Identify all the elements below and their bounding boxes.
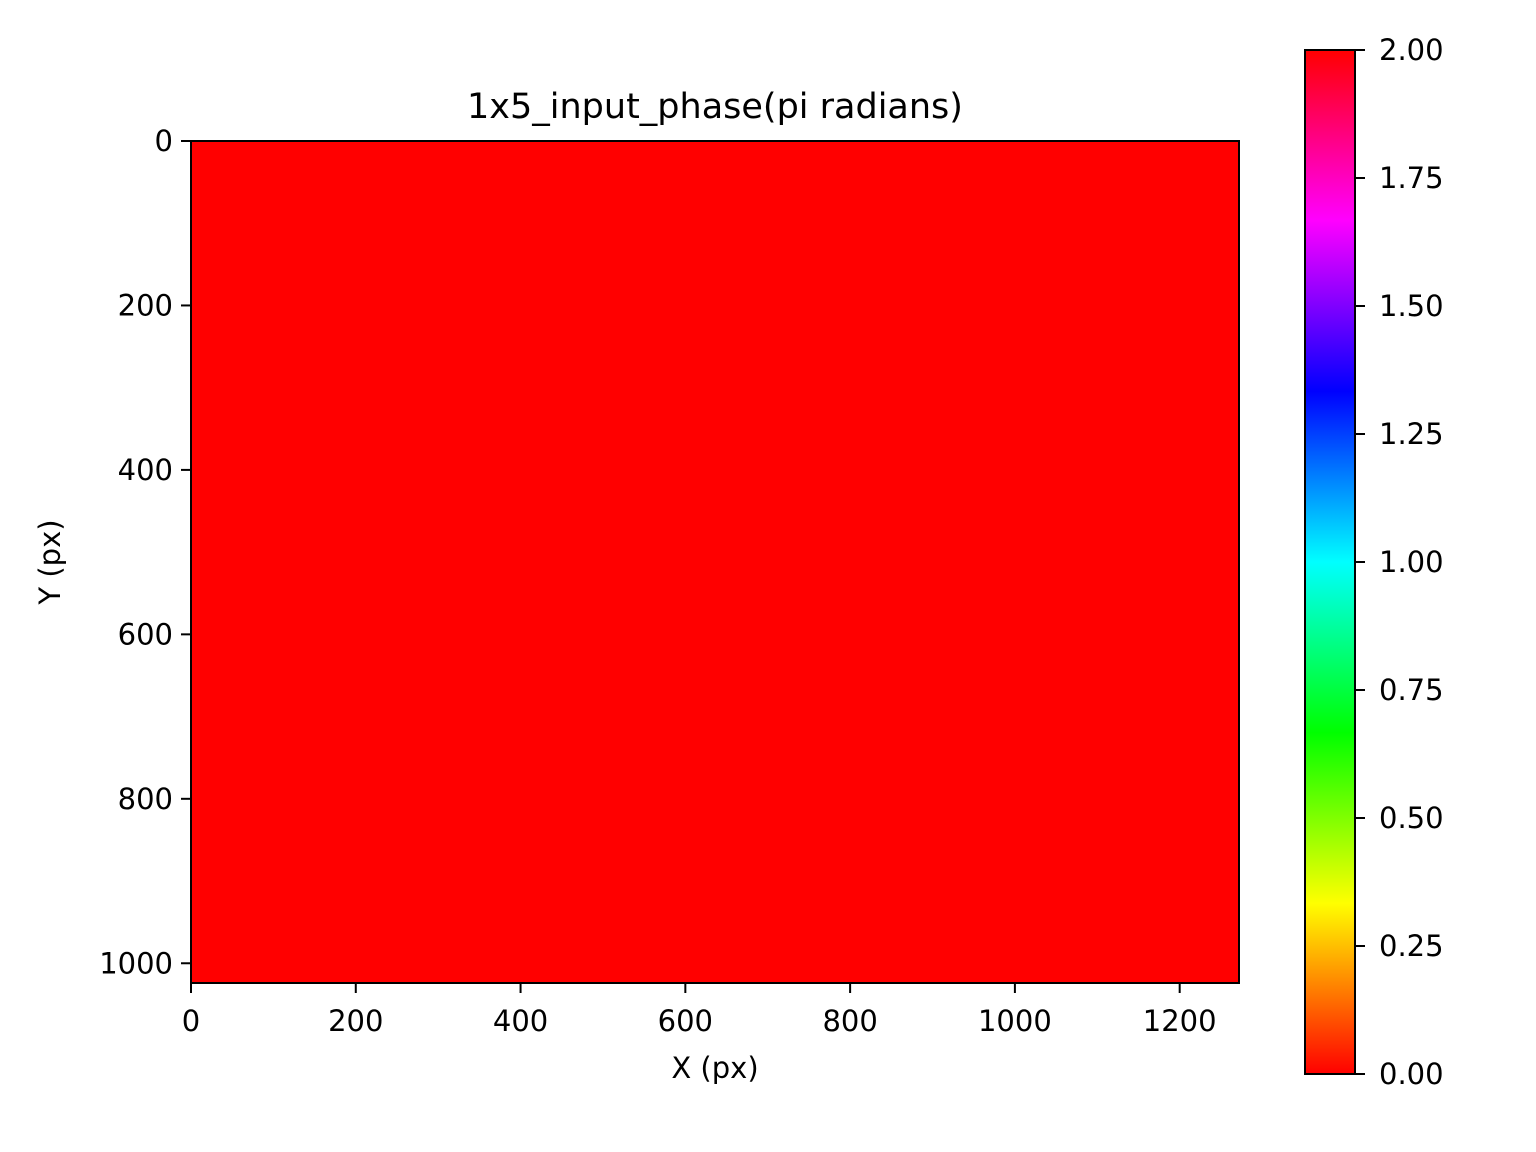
x-axis-label: X (px)	[671, 1051, 758, 1085]
colorbar-tick-label: 0.50	[1379, 801, 1444, 835]
y-tick-label: 400	[118, 453, 173, 487]
y-axis: 0 200 400 600 800 1000	[99, 124, 191, 980]
colorbar-tick-label: 0.75	[1379, 673, 1444, 707]
x-tick-label: 800	[822, 1004, 877, 1038]
x-axis: 0 200 400 600 800 1000 1200	[182, 983, 1217, 1038]
x-tick-label: 1000	[978, 1004, 1052, 1038]
y-tick-label: 800	[118, 782, 173, 816]
colorbar-tick-label: 0.00	[1379, 1057, 1444, 1091]
x-tick-label: 0	[182, 1004, 200, 1038]
colorbar-tick-label: 2.00	[1379, 33, 1444, 67]
y-tick-label: 0	[155, 124, 173, 158]
colorbar-tick-label: 1.25	[1379, 417, 1444, 451]
colorbar-tick-label: 1.00	[1379, 545, 1444, 579]
plot-frame	[190, 140, 1240, 984]
x-tick-label: 400	[493, 1004, 548, 1038]
colorbar-axis: 0.00 0.25 0.50 0.75 1.00 1.25 1.50 1.75 2.00	[1355, 33, 1444, 1091]
colorbar-tick-label: 0.25	[1379, 929, 1444, 963]
chart-title: 1x5_input_phase(pi radians)	[467, 87, 963, 127]
y-axis-label: Y (px)	[33, 519, 67, 605]
colorbar-tick-label: 1.75	[1379, 161, 1444, 195]
y-tick-label: 1000	[99, 946, 173, 980]
y-tick-label: 200	[118, 288, 173, 322]
x-tick-label: 200	[328, 1004, 383, 1038]
y-tick-label: 600	[118, 617, 173, 651]
colorbar	[1305, 50, 1355, 1074]
x-tick-label: 600	[658, 1004, 713, 1038]
x-tick-label: 1200	[1143, 1004, 1217, 1038]
colorbar-tick-label: 1.50	[1379, 289, 1444, 323]
heatmap-field	[191, 141, 1239, 983]
